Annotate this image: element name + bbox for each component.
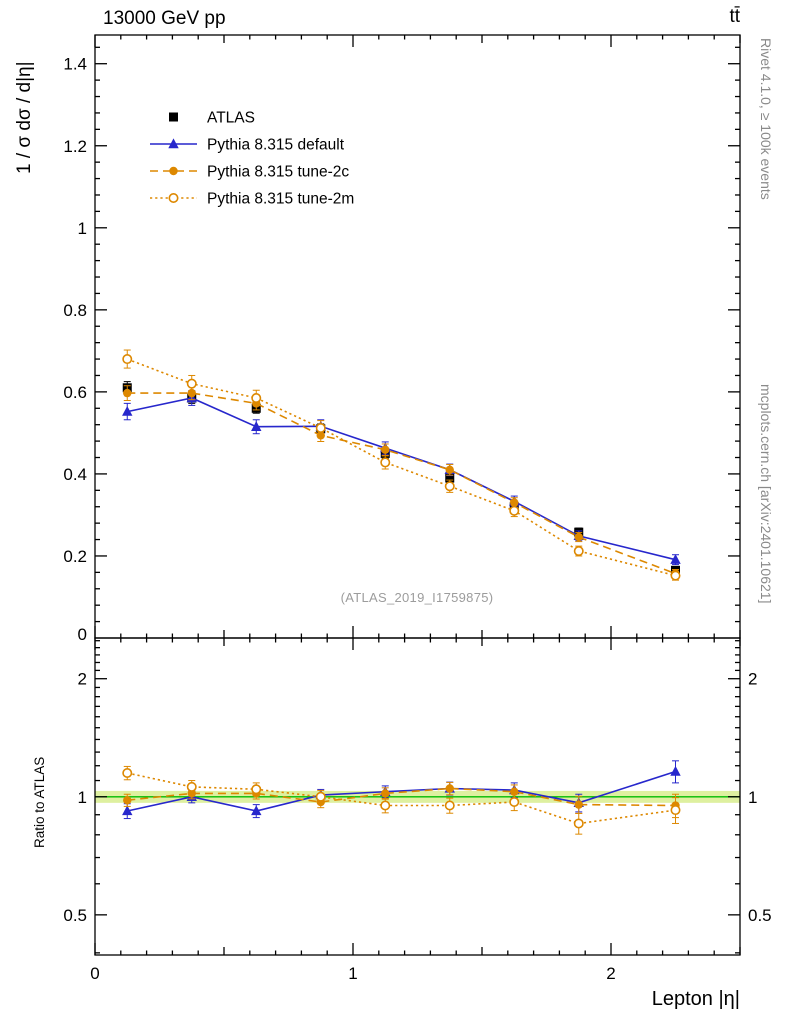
ratio-series-pythia-tune-2m	[122, 765, 681, 835]
main-series-pythia-tune-2c	[123, 385, 680, 579]
axes	[94, 34, 741, 956]
circle-marker	[187, 388, 196, 398]
open-circle-marker	[509, 796, 520, 807]
svg-text:1.4: 1.4	[63, 55, 87, 74]
x-axis-label: Lepton |η|	[651, 988, 740, 1010]
legend-label-pythia-tune-2m: Pythia 8.315 tune-2m	[207, 191, 354, 208]
main-series-pythia-default	[122, 390, 681, 566]
svg-text:0.2: 0.2	[63, 547, 87, 566]
main-series-atlas	[122, 381, 680, 575]
beam-energy-title: 13000 GeV pp	[103, 8, 226, 29]
svg-text:1: 1	[78, 788, 87, 807]
triangle-marker	[168, 138, 179, 149]
square-marker	[445, 473, 455, 483]
process-title: tt̄	[729, 6, 740, 27]
open-circle-marker	[315, 791, 326, 802]
open-circle-marker	[122, 354, 133, 365]
svg-text:1.2: 1.2	[63, 137, 87, 156]
triangle-marker	[122, 805, 133, 816]
triangle-marker	[670, 554, 681, 564]
circle-marker	[381, 789, 390, 798]
open-circle-marker	[573, 818, 584, 829]
circle-marker	[445, 465, 454, 475]
analysis-id-watermark: (ATLAS_2019_I1759875)	[340, 590, 494, 605]
open-circle-marker	[380, 800, 391, 811]
open-circle-marker	[186, 781, 197, 792]
circle-marker	[381, 445, 390, 454]
open-circle-marker	[186, 378, 197, 389]
circle-marker	[123, 796, 132, 805]
svg-text:0.5: 0.5	[63, 906, 87, 925]
open-circle-marker	[444, 800, 455, 811]
circle-marker	[574, 532, 583, 542]
circle-marker	[169, 166, 178, 176]
open-circle-marker	[315, 422, 326, 433]
square-marker	[169, 112, 178, 122]
tick-labels: 0 0.2 0.4 0.6 0.8 1 1.2 1.4 0.5 0.5 1 1 2 2 0 1 2	[63, 55, 771, 983]
open-circle-marker	[251, 393, 262, 404]
legend-label-pythia-tune-2c: Pythia 8.315 tune-2c	[207, 164, 349, 181]
open-circle-marker	[670, 570, 681, 581]
triangle-marker	[251, 805, 262, 816]
open-circle-marker	[380, 457, 391, 468]
open-circle-marker	[168, 193, 179, 204]
svg-text:2: 2	[78, 670, 87, 689]
svg-text:0.6: 0.6	[63, 383, 87, 402]
svg-text:0: 0	[90, 964, 99, 983]
triangle-marker	[122, 405, 133, 416]
svg-text:0: 0	[78, 625, 87, 644]
svg-text:1: 1	[748, 788, 757, 807]
svg-text:2: 2	[748, 670, 757, 689]
svg-text:0.8: 0.8	[63, 301, 87, 320]
main-series-pythia-tune-2m	[122, 349, 681, 581]
circle-marker	[574, 800, 583, 809]
open-circle-marker	[122, 767, 133, 778]
legend-label-atlas: ATLAS	[207, 110, 255, 127]
open-circle-marker	[444, 481, 455, 492]
atlas-uncertainty-band	[95, 790, 740, 803]
svg-text:0.5: 0.5	[748, 906, 772, 925]
svg-text:1: 1	[78, 219, 87, 238]
triangle-marker	[670, 765, 681, 776]
legend: ATLAS Pythia 8.315 default Pythia 8.315 tu…	[150, 110, 354, 208]
svg-text:0.4: 0.4	[63, 465, 87, 484]
circle-marker	[123, 388, 132, 398]
ratio-series-pythia-default	[122, 760, 681, 820]
svg-text:2: 2	[606, 964, 615, 983]
circle-marker	[445, 784, 454, 793]
open-circle-marker	[251, 784, 262, 795]
triangle-marker	[251, 421, 262, 431]
svg-text:1: 1	[348, 964, 357, 983]
legend-label-pythia-default: Pythia 8.315 default	[207, 137, 345, 154]
open-circle-marker	[670, 805, 681, 816]
open-circle-marker	[509, 505, 520, 516]
open-circle-marker	[573, 546, 584, 557]
